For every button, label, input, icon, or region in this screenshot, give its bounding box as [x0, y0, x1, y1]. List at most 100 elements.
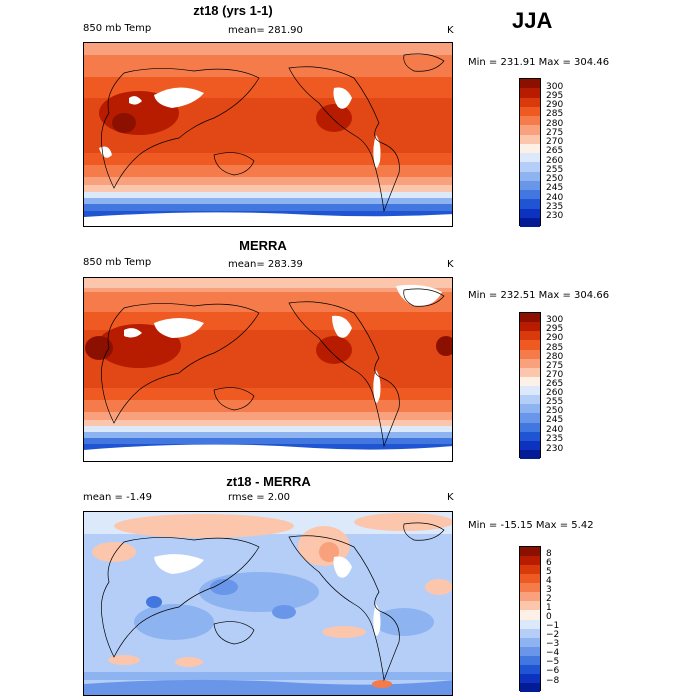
- panel1-colorbar-swatch: [520, 180, 540, 190]
- panel3-colorbar-swatch: [520, 664, 540, 674]
- panel3-mean-label: mean = -1.49: [83, 492, 152, 503]
- panel1-colorbar-swatch: [520, 190, 540, 200]
- panel2-colorbar-swatch: [520, 367, 540, 377]
- panel2-colorbar-label: 255: [546, 397, 564, 407]
- panel2-colorbar-label: 275: [546, 361, 564, 371]
- panel1-colorbar-swatch: [520, 106, 540, 116]
- panel1-colorbar-label: 240: [546, 193, 564, 203]
- panel3-title: zt18 - MERRA: [226, 474, 311, 489]
- panel2-colorbar-swatch: [520, 313, 540, 323]
- panel3-colorbar-label: 3: [546, 585, 552, 595]
- panel1-colorbar-swatch: [520, 88, 540, 98]
- panel3-colorbar: [519, 546, 541, 692]
- panel1-colorbar-label: 250: [546, 174, 564, 184]
- panel1-units: K: [447, 25, 454, 36]
- panel1-colorbar-label: 270: [546, 137, 564, 147]
- panel2-colorbar-label: 285: [546, 343, 564, 353]
- panel1-colorbar-swatch: [520, 116, 540, 126]
- panel1-colorbar-swatch: [520, 125, 540, 135]
- panel2-mean-label: mean= 283.39: [228, 259, 303, 270]
- panel3-colorbar-label: 5: [546, 567, 552, 577]
- panel1-colorbar-label: 300: [546, 82, 564, 92]
- panel2-colorbar-swatch: [520, 358, 540, 368]
- panel2-colorbar-label: 290: [546, 333, 564, 343]
- panel2-colorbar-label: 280: [546, 352, 564, 362]
- panel1-colorbar-label: 275: [546, 128, 564, 138]
- panel3-colorbar-swatch: [520, 682, 540, 692]
- panel1-colorbar-label: 230: [546, 211, 564, 221]
- panel2-units: K: [447, 259, 454, 270]
- panel2-colorbar-label: 265: [546, 379, 564, 389]
- panel1-colorbar-label: 285: [546, 109, 564, 119]
- panel1-colorbar-swatch: [520, 134, 540, 144]
- panel2-colorbar-swatch: [520, 386, 540, 396]
- panel2-map-svg: [84, 278, 452, 461]
- panel1-colorbar-label: 280: [546, 119, 564, 129]
- panel3-colorbar-swatch: [520, 547, 540, 557]
- panel3-colorbar-label: 0: [546, 612, 552, 622]
- panel2-colorbar-swatch: [520, 404, 540, 414]
- panel2-colorbar-swatch: [520, 322, 540, 332]
- panel2-colorbar-swatch: [520, 331, 540, 341]
- panel2-colorbar-swatch: [520, 422, 540, 432]
- panel3-colorbar-swatch: [520, 673, 540, 683]
- panel1-colorbar-label: 255: [546, 165, 564, 175]
- panel2-colorbar-label: 230: [546, 444, 564, 454]
- panel3-colorbar-swatch: [520, 637, 540, 647]
- panel1-colorbar-label: 235: [546, 202, 564, 212]
- panel2-map: [83, 277, 453, 462]
- panel3-map: [83, 511, 453, 696]
- panel3-colorbar-swatch: [520, 628, 540, 638]
- panel3-colorbar-label: −8: [546, 676, 560, 686]
- panel2-colorbar-label: 240: [546, 425, 564, 435]
- panel3-colorbar-swatch: [520, 574, 540, 584]
- panel1-mean-label: mean= 281.90: [228, 25, 303, 36]
- panel3-colorbar-swatch: [520, 583, 540, 593]
- panel3-colorbar-label: −4: [546, 648, 560, 658]
- panel1-colorbar-label: 265: [546, 146, 564, 156]
- panel2-minmax: Min = 232.51 Max = 304.66: [468, 290, 610, 301]
- panel1-colorbar-label: 290: [546, 100, 564, 110]
- panel2-colorbar-label: 295: [546, 324, 564, 334]
- panel2-colorbar-swatch: [520, 431, 540, 441]
- panel2-title: MERRA: [239, 238, 287, 253]
- panel1-field-label: 850 mb Temp: [83, 23, 152, 34]
- panel2-colorbar-swatch: [520, 376, 540, 386]
- panel2-colorbar-label: 245: [546, 415, 564, 425]
- panel2-colorbar-swatch: [520, 340, 540, 350]
- panel1-map-svg: [84, 43, 452, 226]
- panel3-colorbar-label: 2: [546, 594, 552, 604]
- panel3-colorbar-label: −2: [546, 630, 560, 640]
- panel1-colorbar-swatch: [520, 79, 540, 89]
- panel3-colorbar-swatch: [520, 655, 540, 665]
- panel1-colorbar-label: 260: [546, 156, 564, 166]
- panel1-map: [83, 42, 453, 227]
- panel2-colorbar-swatch: [520, 349, 540, 359]
- panel2-field-label: 850 mb Temp: [83, 257, 152, 268]
- panel2-colorbar-swatch: [520, 413, 540, 423]
- panel1-colorbar-swatch: [520, 153, 540, 163]
- panel2-colorbar-swatch: [520, 449, 540, 459]
- panel3-colorbar-swatch: [520, 619, 540, 629]
- panel3-colorbar-swatch: [520, 565, 540, 575]
- panel3-colorbar-label: 6: [546, 558, 552, 568]
- panel3-colorbar-label: 1: [546, 603, 552, 613]
- panel1-title: zt18 (yrs 1-1): [193, 3, 273, 18]
- panel3-colorbar-label: −5: [546, 657, 560, 667]
- panel1-colorbar-swatch: [520, 208, 540, 218]
- season-label: JJA: [512, 8, 553, 33]
- panel3-colorbar-label: −3: [546, 639, 560, 649]
- panel3-colorbar-swatch: [520, 556, 540, 566]
- panel3-colorbar-label: −6: [546, 666, 560, 676]
- panel3-colorbar-swatch: [520, 601, 540, 611]
- panel2-colorbar-swatch: [520, 440, 540, 450]
- panel1-colorbar-label: 295: [546, 91, 564, 101]
- panel1-colorbar-swatch: [520, 217, 540, 227]
- panel1-minmax: Min = 231.91 Max = 304.46: [468, 57, 610, 68]
- panel3-units: K: [447, 492, 454, 503]
- panel2-colorbar: [519, 312, 541, 459]
- panel1-colorbar-label: 245: [546, 183, 564, 193]
- panel3-colorbar-label: 4: [546, 576, 552, 586]
- panel2-colorbar-swatch: [520, 395, 540, 405]
- panel2-colorbar-label: 250: [546, 406, 564, 416]
